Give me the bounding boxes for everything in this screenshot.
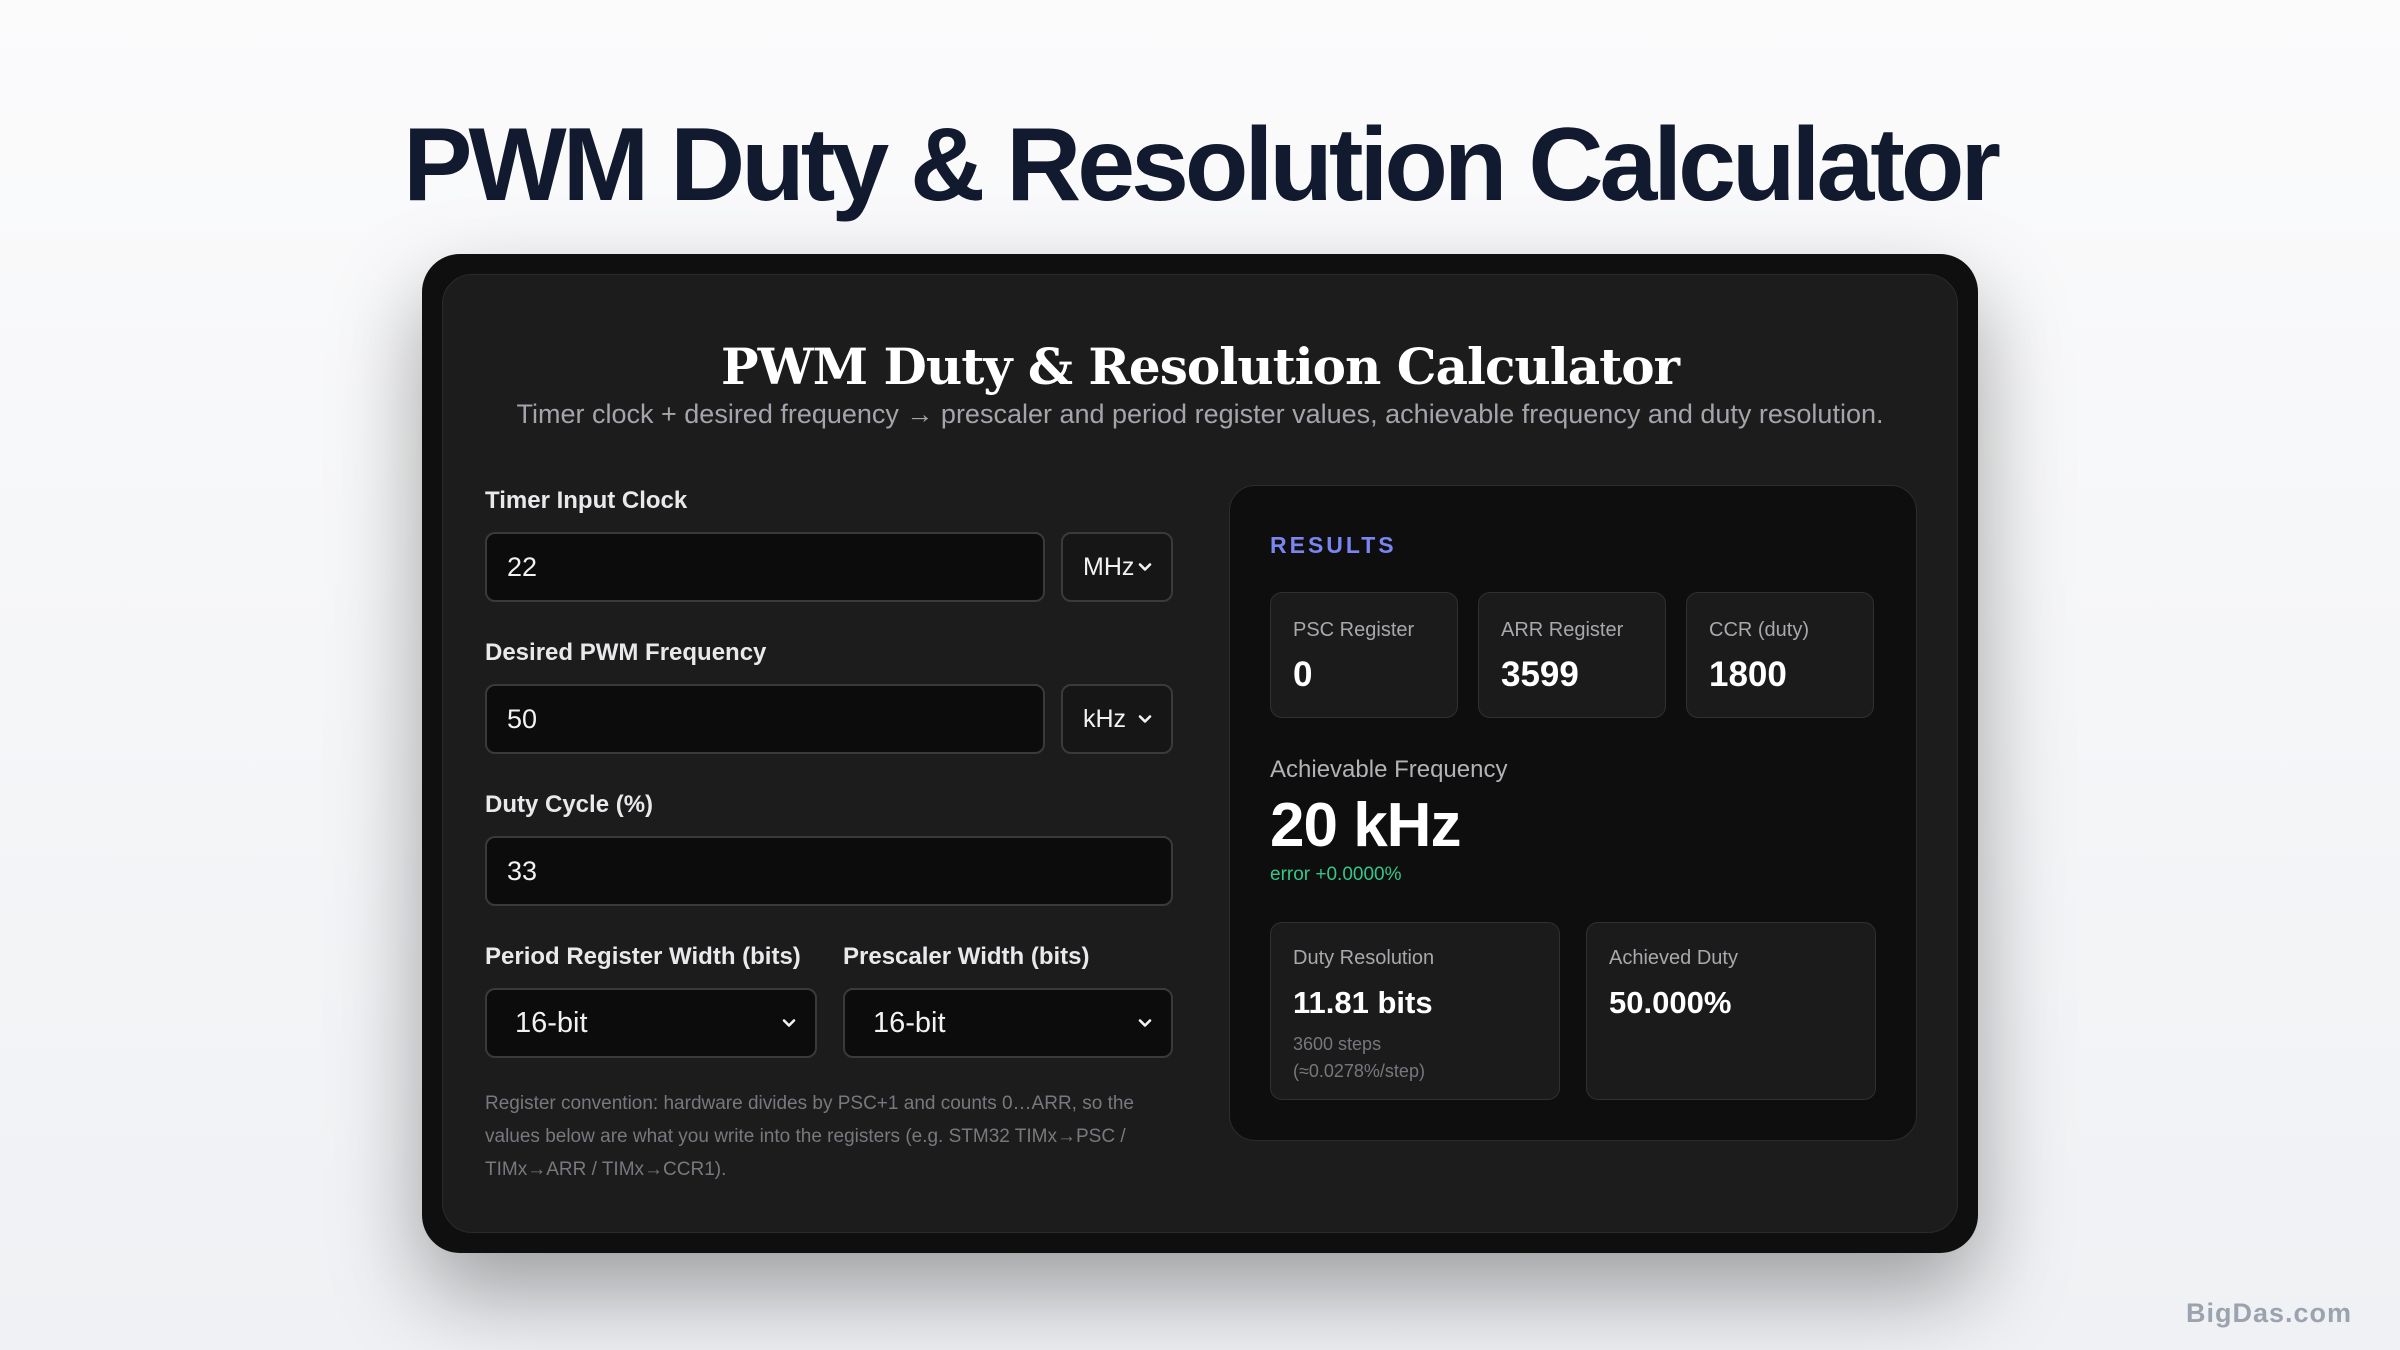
chevron-down-icon [1138,563,1152,571]
achieved-duty-card: Achieved Duty 50.000% [1586,922,1876,1100]
period-width-label: Period Register Width (bits) [485,943,801,970]
results-heading: RESULTS [1270,532,1397,558]
duty-resolution-card: Duty Resolution 11.81 bits 3600 steps (≈… [1270,922,1560,1100]
ccr-register-card: CCR (duty) 1800 [1686,592,1874,718]
duty-resolution-step-size: (≈0.0278%/step) [1293,1061,1425,1081]
timer-clock-input[interactable]: 22 [485,532,1045,602]
calculator-card: PWM Duty & Resolution Calculator Timer c… [422,254,1978,1253]
arr-register-card: ARR Register 3599 [1478,592,1666,718]
psc-register-label: PSC Register [1293,619,1415,641]
arr-register-value: 3599 [1501,655,1579,694]
duty-resolution-detail: 3600 steps (≈0.0278%/step) [1293,1031,1425,1085]
duty-resolution-label: Duty Resolution [1293,947,1435,969]
pwm-frequency-input[interactable]: 50 [485,684,1045,754]
chevron-down-icon [1138,1019,1152,1027]
watermark: BigDas.com [2185,1298,2352,1328]
psc-register-card: PSC Register 0 [1270,592,1458,718]
card-title: PWM Duty & Resolution Calculator [721,337,1680,396]
duty-resolution-value: 11.81 bits [1293,985,1433,1020]
psc-register-value: 0 [1293,655,1313,694]
chevron-down-icon [1138,715,1152,723]
achieved-duty-value: 50.000% [1609,985,1732,1020]
timer-clock-unit-value: MHz [1083,552,1135,581]
prescaler-width-label: Prescaler Width (bits) [843,943,1090,970]
pwm-frequency-label: Desired PWM Frequency [485,639,767,666]
results-panel: RESULTS PSC Register 0 ARR Register 3599… [1229,485,1917,1141]
period-width-value: 16-bit [515,1006,588,1039]
prescaler-width-select[interactable]: 16-bit [843,988,1173,1058]
achievable-frequency-label: Achievable Frequency [1270,756,1508,783]
calculator-panel: PWM Duty & Resolution Calculator Timer c… [442,274,1958,1233]
pwm-frequency-unit-select[interactable]: kHz [1061,684,1173,754]
timer-clock-label: Timer Input Clock [485,487,688,514]
prescaler-width-value: 16-bit [873,1006,946,1039]
ccr-register-label: CCR (duty) [1709,619,1810,641]
achieved-duty-label: Achieved Duty [1609,947,1738,969]
period-width-select[interactable]: 16-bit [485,988,817,1058]
card-subtitle: Timer clock + desired frequency → presca… [516,399,1884,429]
chevron-down-icon [782,1019,796,1027]
ccr-register-value: 1800 [1709,655,1787,694]
pwm-frequency-value: 50 [507,703,538,734]
duty-resolution-steps: 3600 steps [1293,1034,1382,1054]
arr-register-label: ARR Register [1501,619,1624,641]
register-convention-note: Register convention: hardware divides by… [485,1093,1134,1180]
achievable-frequency-value: 20 kHz [1270,791,1461,860]
page-heading: PWM Duty & Resolution Calculator [403,107,2001,223]
duty-cycle-value: 33 [507,855,538,886]
frequency-error: error +0.0000% [1270,864,1402,885]
pwm-frequency-unit-value: kHz [1083,704,1127,733]
timer-clock-value: 22 [507,551,538,582]
duty-cycle-label: Duty Cycle (%) [485,791,654,818]
duty-cycle-input[interactable]: 33 [485,836,1173,906]
timer-clock-unit-select[interactable]: MHz [1061,532,1173,602]
